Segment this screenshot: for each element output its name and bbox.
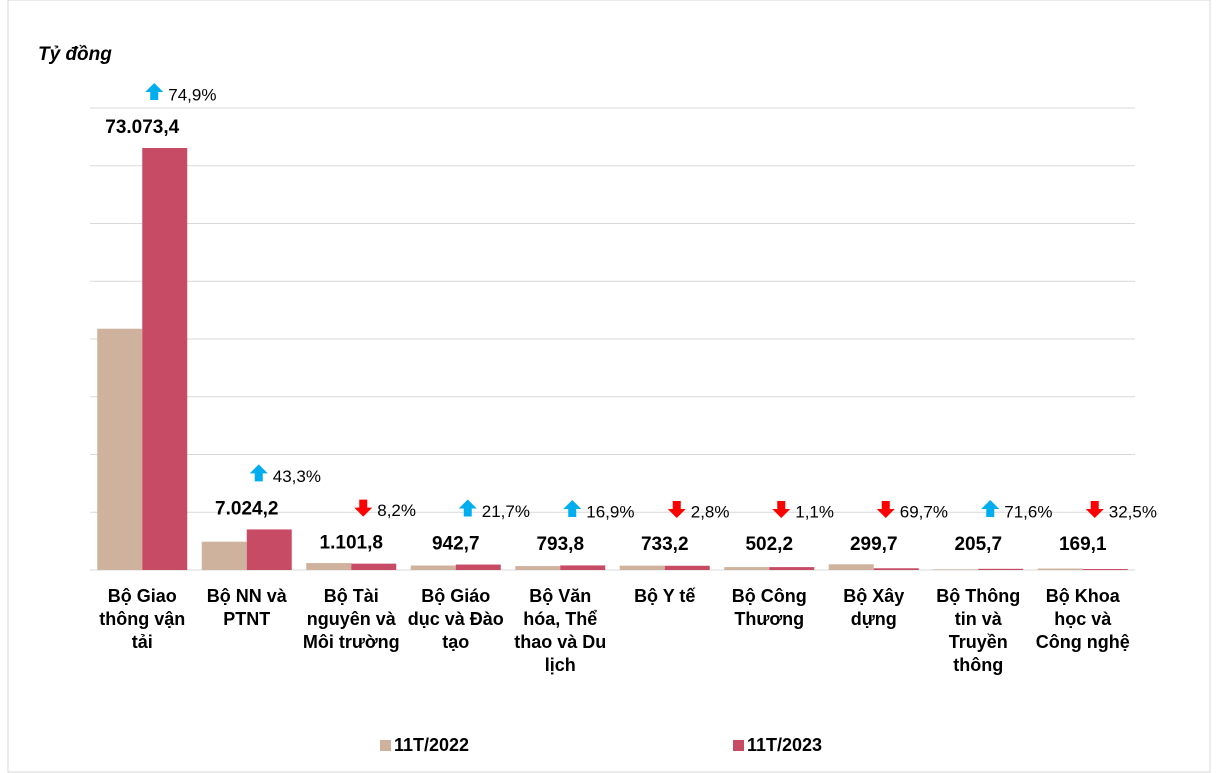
- x-tick-label: Bộ Giao thông vận tải: [99, 586, 186, 652]
- x-tick-label: Bộ Công Thương: [731, 586, 807, 629]
- value-label: 733,2: [641, 534, 689, 555]
- change-label: 21,7%: [482, 502, 530, 521]
- bar: [619, 565, 665, 570]
- change-arrow: [1085, 501, 1104, 518]
- bar: [873, 568, 919, 570]
- value-label: 73.073,4: [105, 117, 179, 138]
- change-arrow: [876, 501, 895, 518]
- legend-swatch: [733, 740, 744, 751]
- change-arrow: [145, 83, 164, 101]
- change-arrow: [354, 499, 373, 517]
- x-tick-label: Bộ Xây dựng: [843, 586, 905, 629]
- bar: [246, 529, 292, 570]
- change-arrow: [667, 501, 686, 518]
- value-label: 502,2: [745, 534, 793, 555]
- bar: [351, 563, 397, 570]
- bar: [142, 148, 188, 571]
- x-tick-label: Bộ Văn hóa, Thể thao và Du lịch: [514, 586, 607, 675]
- bar: [455, 564, 501, 570]
- bar: [769, 567, 815, 570]
- x-tick-label: Bộ Tài nguyên và Môi trường: [302, 586, 400, 652]
- change-label: 43,3%: [273, 467, 321, 486]
- change-label: 69,7%: [900, 502, 948, 521]
- change-label: 71,6%: [1004, 502, 1052, 521]
- bar: [97, 328, 143, 570]
- bar: [410, 565, 456, 570]
- y-axis-label: Tỷ đồng: [38, 44, 112, 65]
- value-label: 205,7: [954, 534, 1002, 555]
- change-label: 74,9%: [168, 85, 216, 104]
- value-label: 793,8: [536, 534, 584, 555]
- bar: [1037, 568, 1083, 570]
- bar: [201, 541, 247, 570]
- legend-swatch: [380, 740, 391, 751]
- value-label: 942,7: [432, 534, 480, 555]
- bar: [978, 568, 1024, 570]
- change-arrow: [981, 500, 1000, 517]
- bar: [515, 566, 561, 570]
- value-label: 7.024,2: [215, 498, 278, 519]
- bar: [560, 565, 606, 570]
- chart-frame: [7, 0, 1211, 773]
- legend-label: 11T/2023: [747, 735, 822, 755]
- value-label: 1.101,8: [320, 533, 383, 554]
- bar: [664, 565, 710, 570]
- change-arrow: [458, 499, 477, 517]
- change-label: 32,5%: [1109, 502, 1157, 521]
- bar: [933, 569, 979, 570]
- bar: [828, 564, 874, 570]
- change-arrow: [563, 500, 582, 517]
- change-arrow: [249, 464, 268, 482]
- change-label: 1,1%: [795, 502, 834, 521]
- change-arrow: [772, 501, 791, 518]
- value-label: 299,7: [850, 534, 898, 555]
- bar: [1082, 569, 1128, 570]
- x-tick-label: Bộ NN và PTNT: [206, 586, 287, 629]
- bar: [306, 563, 352, 570]
- value-label: 169,1: [1059, 534, 1107, 555]
- change-label: 2,8%: [691, 502, 730, 521]
- x-tick-label: Bộ Giáo dục và Đào tạo: [407, 586, 504, 652]
- x-tick-label: Bộ Y tế: [634, 586, 696, 606]
- change-label: 8,2%: [377, 501, 416, 520]
- x-tick-label: Bộ Khoa học và Công nghệ: [1035, 586, 1130, 652]
- bar: [724, 567, 770, 570]
- legend-label: 11T/2022: [394, 735, 469, 755]
- change-label: 16,9%: [586, 502, 634, 521]
- x-tick-label: Bộ Thông tin và Truyền thông: [936, 586, 1021, 675]
